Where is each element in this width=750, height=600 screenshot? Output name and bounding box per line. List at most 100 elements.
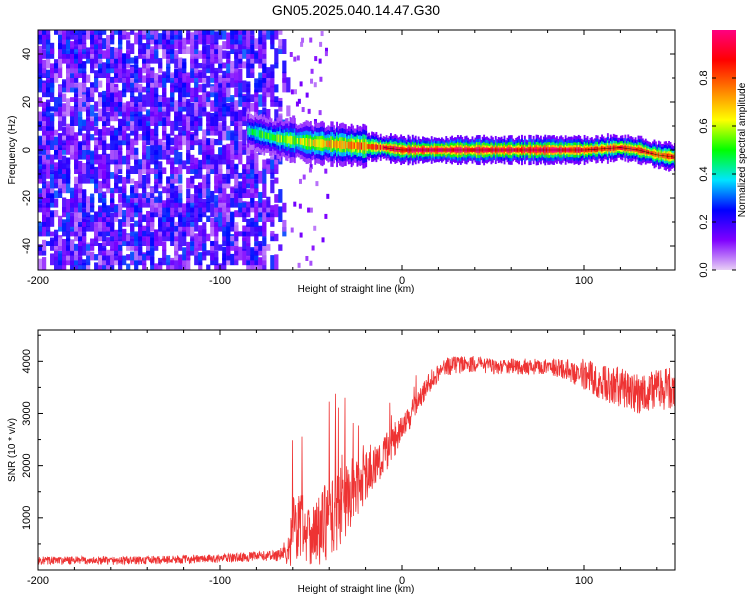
noise-cell (102, 243, 107, 251)
noise-cell (194, 164, 199, 174)
noise-cell (158, 111, 163, 122)
noise-cell (218, 202, 223, 208)
noise-cell (230, 159, 235, 174)
noise-cell (46, 181, 51, 189)
noise-cell (242, 95, 247, 102)
noise-cell (110, 236, 115, 242)
noise-cell (126, 52, 131, 59)
noise-cell (234, 110, 239, 122)
noise-cell (82, 45, 87, 54)
noise-cell (62, 30, 67, 40)
noise-cell (42, 49, 47, 59)
snr-frame (37, 329, 676, 571)
noise-cell (178, 151, 183, 165)
noise-cell (138, 159, 143, 165)
noise-cell (42, 250, 47, 256)
noise-cell (214, 129, 219, 136)
noise-cell (118, 203, 123, 218)
noise-cell (206, 65, 211, 74)
noise-cell (82, 142, 87, 150)
noise-cell (62, 197, 67, 213)
noise-cell (74, 216, 79, 232)
noise-cell (202, 174, 207, 189)
noise-cell (324, 213, 328, 219)
noise-cell (98, 80, 103, 88)
noise-cell (182, 247, 187, 261)
colorbar-tick-label: 0.4 (698, 166, 710, 181)
noise-cell (102, 164, 107, 179)
noise-cell (70, 220, 75, 227)
noise-cell (250, 221, 255, 237)
noise-cell (74, 83, 79, 93)
noise-cell (324, 47, 328, 53)
noise-cell (74, 77, 79, 83)
noise-cell (162, 71, 167, 78)
noise-cell (162, 36, 167, 45)
noise-cell (110, 125, 115, 131)
noise-cell (250, 147, 255, 160)
noise-cell (82, 221, 87, 227)
noise-cell (74, 39, 79, 50)
noise-cell (166, 236, 171, 242)
noise-cell (50, 48, 55, 54)
noise-cell (178, 257, 183, 266)
noise-cell (46, 30, 51, 40)
noise-cell (182, 81, 187, 98)
noise-cell (106, 183, 111, 194)
noise-cell (174, 134, 179, 150)
noise-cell (134, 193, 139, 198)
noise-cell (90, 152, 95, 160)
noise-cell (266, 67, 271, 78)
noise-cell (146, 192, 151, 198)
noise-cell (94, 112, 99, 122)
noise-cell (146, 73, 151, 83)
noise-cell (206, 250, 211, 256)
noise-cell (230, 30, 235, 35)
ridge-cell (289, 135, 292, 145)
noise-cell (170, 206, 175, 218)
noise-cell (130, 66, 135, 74)
noise-cell (266, 30, 271, 40)
noise-cell (218, 196, 223, 203)
noise-cell (246, 173, 251, 179)
noise-cell (138, 164, 143, 170)
noise-cell (126, 141, 131, 150)
noise-cell (320, 31, 324, 37)
noise-cell (82, 71, 87, 78)
noise-cell (78, 30, 83, 45)
ridge-cell (331, 139, 334, 149)
noise-cell (90, 104, 95, 117)
ridge-cell (272, 134, 274, 141)
noise-cell (250, 102, 255, 112)
noise-cell (262, 221, 267, 232)
noise-cell (134, 107, 139, 117)
noise-cell (190, 154, 195, 165)
noise-cell (50, 210, 55, 218)
noise-cell (214, 167, 219, 184)
noise-cell (166, 228, 171, 237)
noise-cell (154, 122, 159, 136)
noise-cell (138, 180, 143, 189)
noise-cell (70, 111, 75, 126)
ridge-cell (359, 142, 362, 150)
noise-cell (110, 83, 115, 93)
noise-cell (126, 254, 131, 261)
ridge-cell (288, 136, 290, 144)
noise-cell (319, 41, 323, 47)
noise-cell (174, 30, 179, 40)
noise-cell (182, 122, 187, 131)
noise-cell (90, 47, 95, 54)
noise-cell (262, 32, 267, 50)
noise-cell (134, 220, 139, 227)
noise-cell (270, 64, 275, 78)
noise-cell (302, 174, 306, 180)
noise-cell (238, 153, 243, 165)
noise-cell (158, 33, 163, 45)
noise-cell (282, 39, 287, 54)
noise-cell (166, 176, 171, 184)
noise-cell (238, 93, 243, 107)
noise-cell (262, 86, 267, 93)
noise-cell (126, 40, 131, 50)
noise-cell (42, 205, 47, 222)
noise-cell (198, 237, 203, 246)
